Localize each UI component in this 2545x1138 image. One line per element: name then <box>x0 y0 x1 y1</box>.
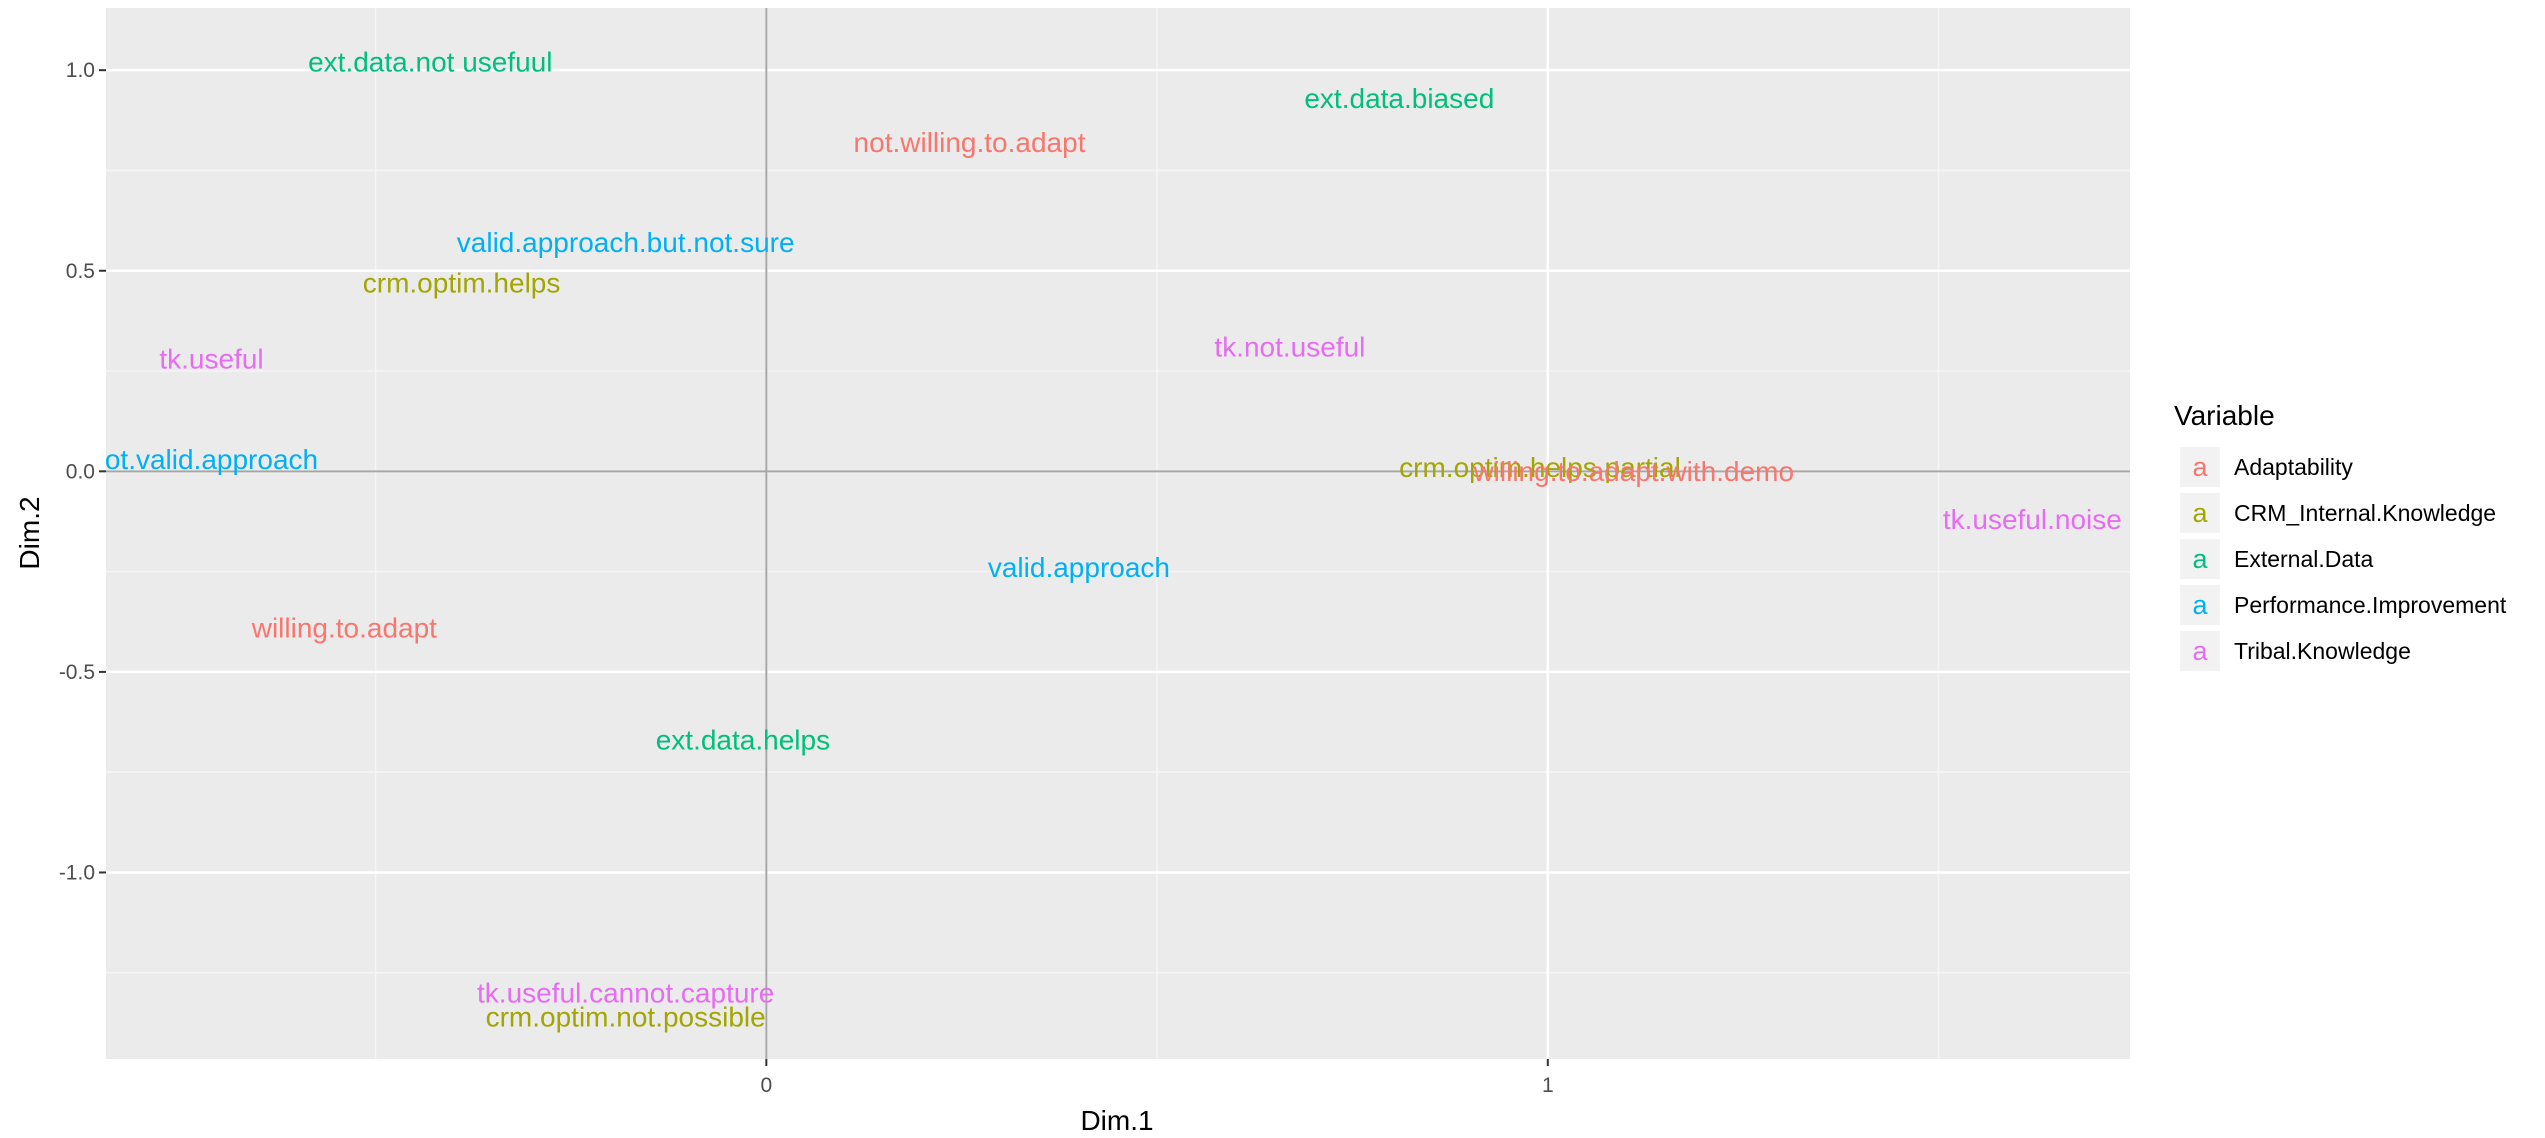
point-label: ext.data.not usefuul <box>308 47 552 78</box>
point-label: crm.optim.helps <box>363 267 561 298</box>
legend-key <box>2180 585 2220 625</box>
y-tick-label: 0.5 <box>66 260 95 283</box>
legend-key-glyph: a <box>2192 636 2208 666</box>
y-tick-label: 0.0 <box>66 460 95 483</box>
minor-gridlines <box>106 8 2130 1059</box>
point-label: tk.useful.noise <box>1943 504 2122 535</box>
plot-panel <box>106 8 2130 1059</box>
legend-key-glyph: a <box>2192 452 2208 482</box>
y-tick-label: -0.5 <box>59 661 95 684</box>
legend-entry-label: Tribal.Knowledge <box>2234 638 2411 664</box>
legend-title: Variable <box>2174 400 2275 431</box>
legend-key-glyph: a <box>2192 544 2208 574</box>
point-label: valid.approach <box>988 552 1170 583</box>
x-tick-label: 1 <box>1542 1074 1554 1097</box>
legend-key <box>2180 539 2220 579</box>
point-label: tk.useful <box>159 344 263 375</box>
point-label: crm.optim.helps.partial <box>1399 452 1681 483</box>
y-tick-label: 1.0 <box>66 59 95 82</box>
point-label: willing.to.adapt <box>251 612 437 643</box>
point-labels: ext.data.not usefuul ext.data.biased not.w… <box>89 47 2122 1033</box>
legend-key-glyph: a <box>2192 590 2208 620</box>
point-label: crm.optim.not.possible <box>486 1001 766 1032</box>
y-tick-label: -1.0 <box>59 861 95 884</box>
legend-key-glyph: a <box>2192 498 2208 528</box>
legend-entry-label: Performance.Improvement <box>2234 592 2507 618</box>
legend-key <box>2180 493 2220 533</box>
point-label: ext.data.biased <box>1304 83 1494 114</box>
point-label: ext.data.helps <box>656 725 830 756</box>
y-axis-title: Dim.2 <box>14 496 45 569</box>
legend-entry-label: CRM_Internal.Knowledge <box>2234 500 2496 526</box>
legend-entry-label: Adaptability <box>2234 454 2353 480</box>
point-label: willing.to.adapt.with.demo <box>1472 456 1794 487</box>
point-label: not.willing.to.adapt <box>854 127 1086 158</box>
legend-key <box>2180 631 2220 671</box>
y-axis-ticks: 1.0 0.5 0.0 -0.5 -1.0 <box>59 59 106 884</box>
legend-key <box>2180 447 2220 487</box>
x-axis-title: Dim.1 <box>1080 1105 1153 1136</box>
x-tick-label: 0 <box>760 1074 772 1097</box>
reference-lines <box>106 8 2130 1059</box>
point-label: not.valid.approach <box>89 444 318 475</box>
point-label: valid.approach.but.not.sure <box>457 227 795 258</box>
point-label: tk.useful.cannot.capture <box>477 977 774 1008</box>
point-label: tk.not.useful <box>1214 331 1365 362</box>
legend-entry-label: External.Data <box>2234 546 2374 572</box>
